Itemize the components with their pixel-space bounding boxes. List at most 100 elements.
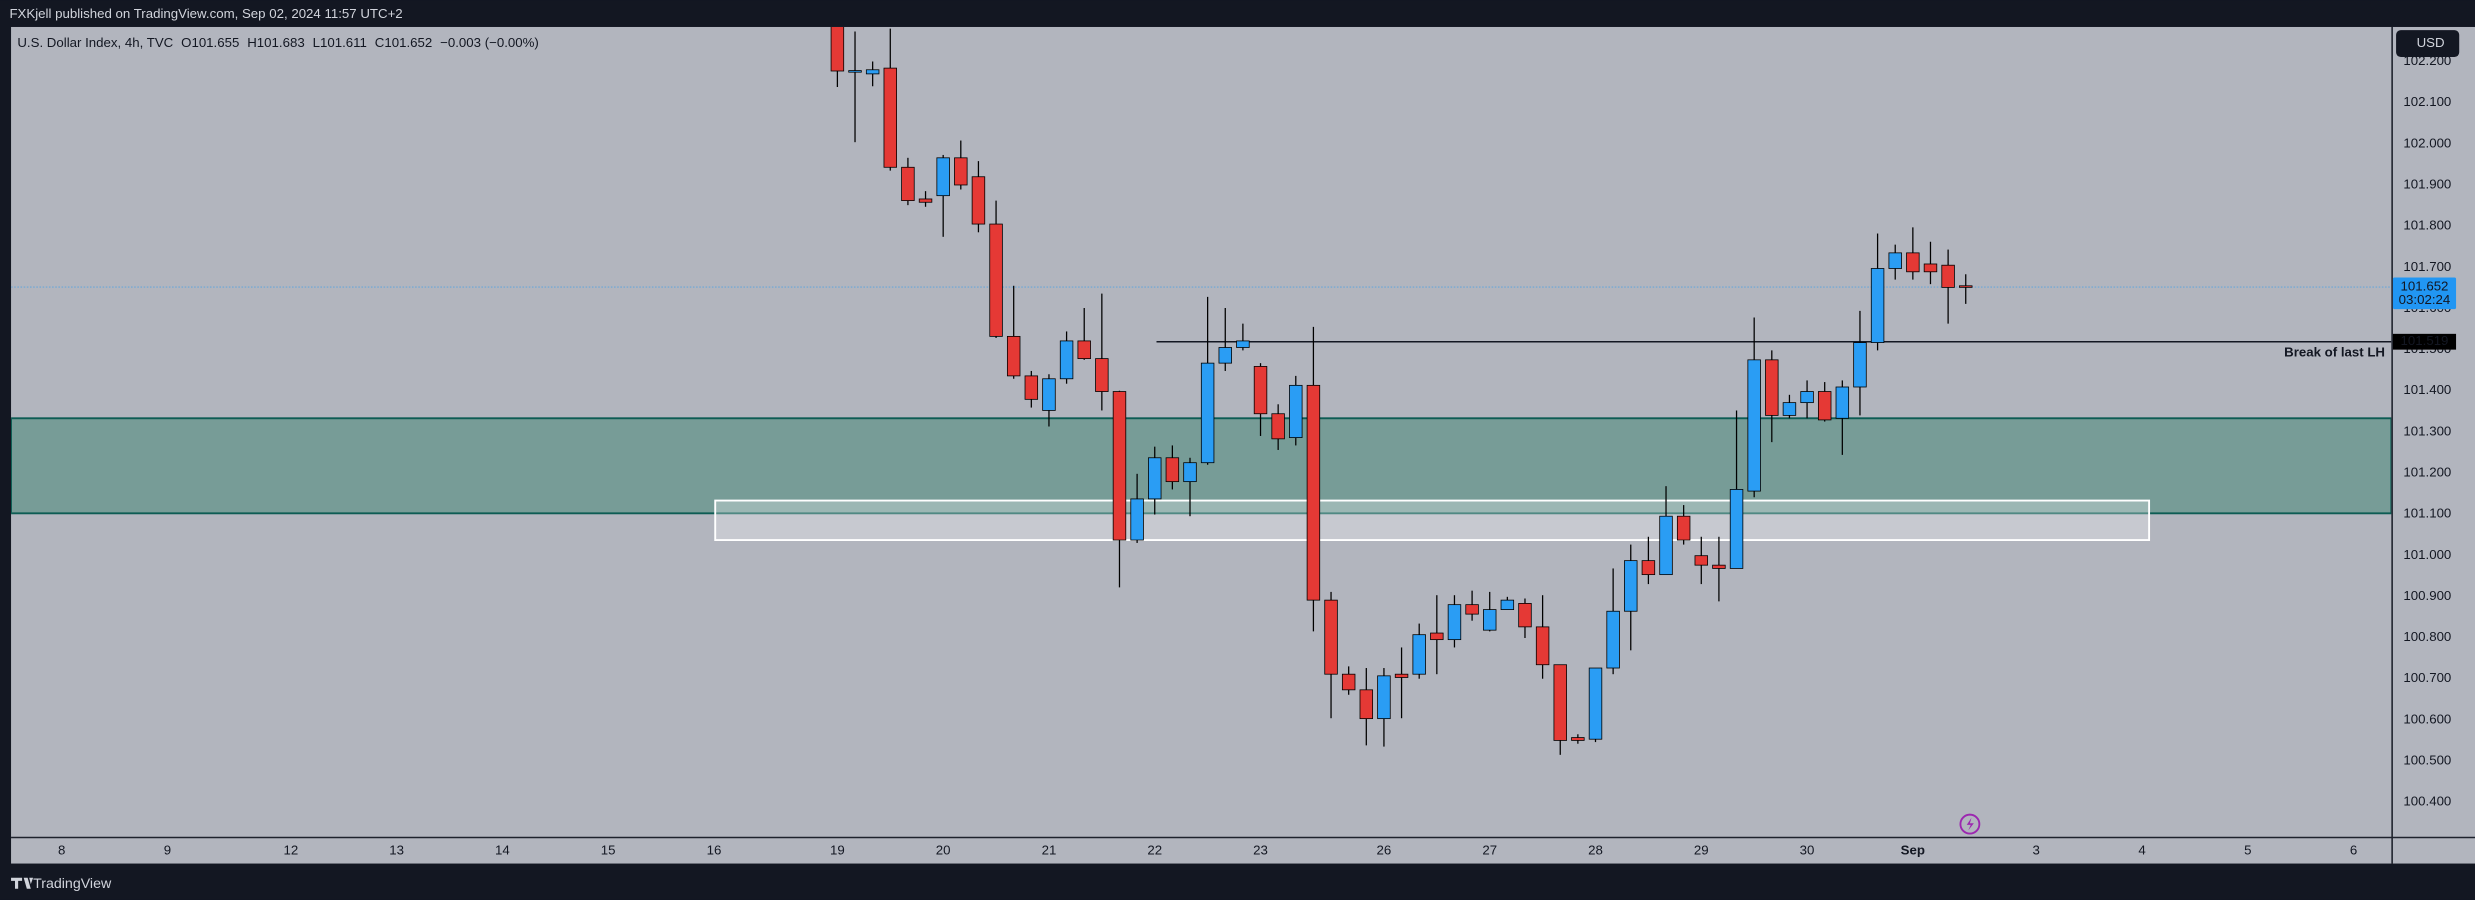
y-tick-label: 101.000 bbox=[2403, 547, 2451, 562]
candle-body bbox=[1059, 340, 1074, 380]
candle-body bbox=[1324, 599, 1338, 675]
x-tick-label: 23 bbox=[1253, 842, 1268, 857]
candle-body bbox=[1095, 358, 1109, 392]
candle-body bbox=[1183, 462, 1197, 483]
candle-body bbox=[1024, 375, 1039, 400]
candle-body bbox=[1606, 610, 1620, 669]
candle-body bbox=[1447, 604, 1462, 641]
candle-body bbox=[1165, 457, 1180, 483]
x-tick-label: 6 bbox=[2350, 842, 2357, 857]
candle-body bbox=[1236, 340, 1250, 348]
countdown: 03:02:24 bbox=[2399, 292, 2451, 307]
candle-body bbox=[1518, 603, 1532, 628]
candle-body bbox=[1218, 347, 1232, 364]
x-tick-label: 16 bbox=[707, 842, 722, 857]
candle-body bbox=[1412, 634, 1426, 675]
candle-body bbox=[1694, 555, 1708, 566]
currency-label: USD bbox=[2417, 35, 2445, 50]
line-annotation: Break of last LH bbox=[2284, 344, 2385, 359]
candle-body bbox=[1200, 362, 1215, 464]
y-tick-label: 101.100 bbox=[2403, 506, 2451, 521]
x-tick-label: 5 bbox=[2244, 842, 2251, 857]
x-tick-label: 21 bbox=[1042, 842, 1057, 857]
candle-body bbox=[1394, 673, 1409, 678]
candle-body bbox=[1676, 515, 1691, 541]
candle-body bbox=[1289, 384, 1303, 439]
candle-body bbox=[1765, 359, 1779, 416]
x-tick-label: 3 bbox=[2033, 842, 2040, 857]
candle-body bbox=[1535, 626, 1550, 666]
candle-body bbox=[1853, 342, 1867, 388]
lightning-glyph bbox=[1966, 817, 1974, 831]
candle-body bbox=[1500, 599, 1515, 610]
candle-body bbox=[1006, 335, 1021, 377]
legend-title: U.S. Dollar Index, 4h, TVC bbox=[17, 34, 173, 49]
y-tick-label: 101.700 bbox=[2403, 259, 2451, 274]
legend-value: O101.655 bbox=[181, 34, 239, 49]
x-tick-label: Sep bbox=[1901, 842, 1925, 857]
y-tick-label: 102.000 bbox=[2403, 135, 2451, 150]
x-tick-label: 26 bbox=[1377, 842, 1392, 857]
legend-value: C101.652 bbox=[375, 34, 432, 49]
candle-body bbox=[989, 223, 1003, 337]
brand: TradingView bbox=[33, 876, 112, 892]
legend: U.S. Dollar Index, 4h, TVC O101.655 H101.6… bbox=[17, 34, 538, 49]
candle-body bbox=[1906, 252, 1920, 273]
candle-body bbox=[1306, 384, 1321, 601]
candle-body bbox=[1148, 457, 1162, 500]
candle-body bbox=[1271, 413, 1285, 440]
candle-body bbox=[1130, 498, 1144, 541]
candle-body bbox=[936, 157, 950, 197]
brand-logo bbox=[11, 877, 34, 889]
candle-body bbox=[1377, 675, 1391, 720]
candle-body bbox=[1941, 264, 1955, 288]
candle-body bbox=[1430, 632, 1444, 641]
y-tick-label: 101.400 bbox=[2403, 382, 2451, 397]
candle-body bbox=[901, 166, 915, 202]
legend-value: −0.003 (−0.00%) bbox=[440, 34, 539, 49]
currency-button[interactable] bbox=[2396, 30, 2460, 57]
x-tick-label: 15 bbox=[601, 842, 616, 857]
price-label-box bbox=[2392, 333, 2457, 350]
legend-value: L101.611 bbox=[313, 34, 367, 49]
x-tick-label: 27 bbox=[1482, 842, 1497, 857]
x-tick-label: 19 bbox=[830, 842, 845, 857]
x-tick-label: 8 bbox=[58, 842, 65, 857]
y-tick-label: 102.100 bbox=[2403, 94, 2451, 109]
candle-body bbox=[971, 176, 986, 225]
zone bbox=[714, 499, 2151, 542]
candle-body bbox=[954, 157, 968, 186]
candle-body bbox=[1588, 667, 1603, 740]
y-tick-label: 101.200 bbox=[2403, 464, 2451, 479]
x-tick-label: 12 bbox=[283, 842, 298, 857]
candle-body bbox=[1870, 268, 1885, 343]
x-tick-label: 4 bbox=[2138, 842, 2145, 857]
candle-body bbox=[1624, 560, 1638, 612]
y-tick-label: 101.300 bbox=[2403, 423, 2451, 438]
x-tick-label: 30 bbox=[1800, 842, 1815, 857]
candle-body bbox=[883, 67, 897, 168]
candle-body bbox=[1712, 564, 1726, 569]
y-tick-label: 100.600 bbox=[2403, 711, 2451, 726]
y-tick-label: 100.400 bbox=[2403, 794, 2451, 809]
candle-body bbox=[1483, 609, 1497, 631]
y-tick-label: 100.900 bbox=[2403, 588, 2451, 603]
y-tick-label: 100.700 bbox=[2403, 670, 2451, 685]
candle-body bbox=[1641, 560, 1656, 576]
x-tick-label: 29 bbox=[1694, 842, 1709, 857]
last-price: 101.652 bbox=[2401, 279, 2449, 294]
x-tick-label: 13 bbox=[389, 842, 404, 857]
x-tick-label: 9 bbox=[164, 842, 171, 857]
candle-body bbox=[1817, 391, 1832, 421]
y-tick-label: 101.800 bbox=[2403, 218, 2451, 233]
candle-body bbox=[1888, 252, 1902, 269]
y-tick-label: 101.900 bbox=[2403, 176, 2451, 191]
publisher: FXKjell published on TradingView.com, Se… bbox=[9, 6, 402, 21]
last-price-box bbox=[2392, 277, 2457, 310]
y-tick-label: 100.500 bbox=[2403, 753, 2451, 768]
legend-value: H101.683 bbox=[247, 34, 304, 49]
candle-body bbox=[1359, 689, 1374, 720]
x-tick-label: 14 bbox=[495, 842, 510, 857]
candle-body bbox=[1042, 378, 1056, 411]
candle-body bbox=[1923, 263, 1938, 273]
